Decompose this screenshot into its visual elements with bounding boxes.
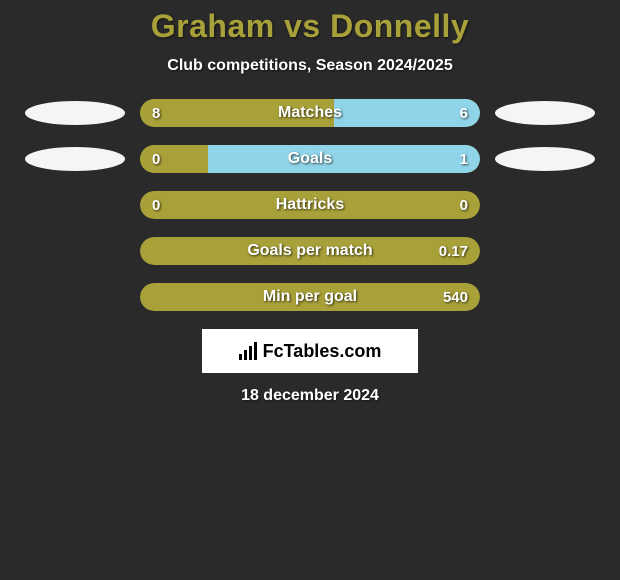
stat-bar: Goals per match0.17: [140, 237, 480, 265]
bar-left-fill: [140, 145, 208, 173]
team-badge-left: [25, 147, 125, 171]
date-text: 18 december 2024: [0, 387, 620, 405]
team-badge-right: [495, 101, 595, 125]
stat-bar: 8Matches6: [140, 99, 480, 127]
comparison-infographic: Graham vs Donnelly Club competitions, Se…: [0, 0, 620, 405]
bars-icon: [239, 342, 257, 360]
left-badge-slot: [20, 238, 130, 264]
bar-bg: [140, 191, 480, 219]
bar-right-fill: [334, 99, 480, 127]
left-badge-slot: [20, 192, 130, 218]
brand-box: FcTables.com: [202, 329, 418, 373]
right-badge-slot: [490, 192, 600, 218]
brand-text: FcTables.com: [263, 341, 382, 362]
bar-right-fill: [208, 145, 480, 173]
page-title: Graham vs Donnelly: [0, 8, 620, 45]
subtitle: Club competitions, Season 2024/2025: [0, 57, 620, 75]
right-badge-slot: [490, 284, 600, 310]
comparison-row: Min per goal540: [0, 283, 620, 311]
bar-bg: [140, 237, 480, 265]
bar-left-fill: [140, 99, 334, 127]
comparison-row: 0Hattricks0: [0, 191, 620, 219]
left-badge-slot: [20, 146, 130, 172]
right-badge-slot: [490, 238, 600, 264]
comparison-row: Goals per match0.17: [0, 237, 620, 265]
comparison-row: 8Matches6: [0, 99, 620, 127]
stat-bar: 0Goals1: [140, 145, 480, 173]
comparison-rows: 8Matches6 0Goals1 0Hattricks0 Goals per mat…: [0, 99, 620, 311]
right-badge-slot: [490, 100, 600, 126]
bar-bg: [140, 283, 480, 311]
stat-bar: Min per goal540: [140, 283, 480, 311]
stat-bar: 0Hattricks0: [140, 191, 480, 219]
team-badge-left: [25, 101, 125, 125]
comparison-row: 0Goals1: [0, 145, 620, 173]
left-badge-slot: [20, 100, 130, 126]
left-badge-slot: [20, 284, 130, 310]
right-badge-slot: [490, 146, 600, 172]
team-badge-right: [495, 147, 595, 171]
